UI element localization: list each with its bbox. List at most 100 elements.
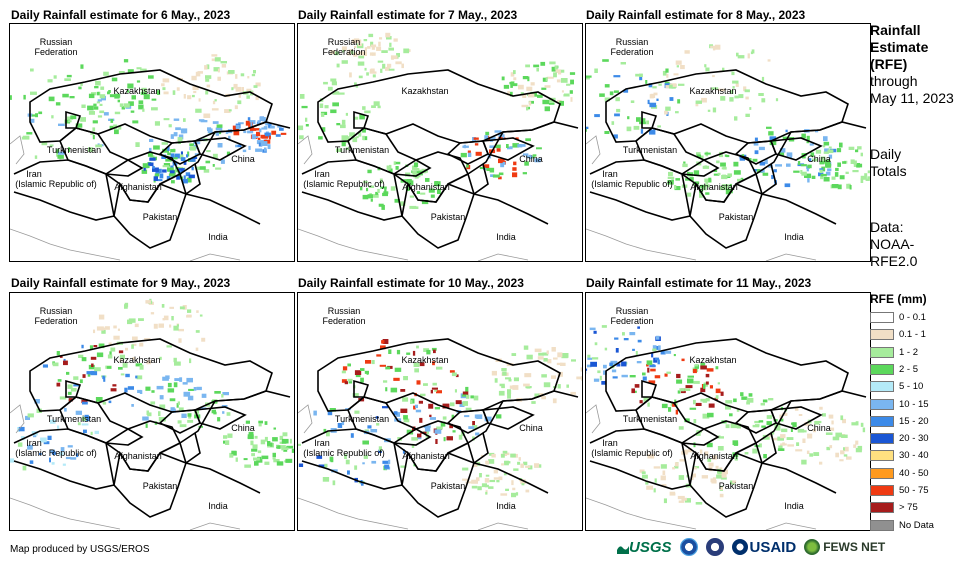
rainfall-cell [370, 41, 374, 47]
rainfall-cell [173, 148, 176, 152]
legend-item: 15 - 20 [870, 415, 929, 428]
rainfall-cell [842, 418, 846, 424]
rainfall-cell [95, 144, 103, 148]
rainfall-cell [146, 360, 151, 365]
rainfall-cell [103, 71, 109, 76]
rainfall-cell [149, 138, 154, 142]
rainfall-cell [93, 103, 97, 107]
rainfall-cell [262, 119, 268, 122]
rainfall-cell [260, 141, 268, 146]
rainfall-cell [364, 110, 371, 114]
rainfall-cell [482, 164, 490, 168]
rainfall-cell [25, 415, 30, 420]
rainfall-cell [506, 144, 509, 148]
rainfall-cell [362, 440, 369, 445]
rainfall-cell [553, 72, 557, 78]
rainfall-cell [63, 358, 66, 361]
rainfall-cell [825, 432, 833, 435]
rainfall-cell [865, 178, 870, 181]
rainfall-cell [653, 92, 658, 96]
rainfall-cell [413, 162, 419, 167]
rainfall-cell [484, 135, 489, 140]
map-label-iran-1: Iran [314, 438, 330, 448]
rainfall-cell [354, 82, 357, 86]
rainfall-cell [860, 422, 864, 427]
rainfall-cell [700, 398, 706, 402]
rainfall-cell [666, 73, 669, 78]
rainfall-cell [721, 473, 727, 478]
rainfall-cell [492, 174, 500, 178]
rainfall-cell [807, 433, 813, 439]
rainfall-cell [679, 459, 686, 462]
rainfall-cell [839, 142, 843, 148]
rainfall-cell [204, 65, 208, 70]
rainfall-cell [313, 410, 317, 416]
rainfall-cell [27, 413, 34, 418]
rainfall-cell [744, 89, 750, 93]
rainfall-cell [298, 463, 304, 467]
rainfall-cell [205, 90, 209, 95]
rainfall-cell [604, 97, 610, 102]
rainfall-cell [39, 453, 42, 455]
rainfall-cell [705, 381, 709, 385]
country-border [761, 462, 837, 494]
rainfall-cell [110, 388, 117, 392]
legend-swatch [870, 329, 894, 341]
rainfall-cell [123, 59, 129, 63]
rainfall-cell [534, 158, 541, 163]
rainfall-cell [716, 474, 722, 479]
rainfall-cell [820, 156, 826, 161]
rainfall-cell [621, 374, 628, 378]
rainfall-cell [148, 75, 154, 79]
rainfall-cell [513, 77, 517, 81]
legend-item: 2 - 5 [870, 363, 918, 376]
rainfall-cell [806, 173, 812, 179]
rainfall-cell [488, 459, 495, 464]
rainfall-cell [411, 437, 419, 441]
rainfall-cell [371, 45, 375, 50]
rainfall-cell [322, 477, 330, 482]
map-label-russia-1: Russian [327, 306, 361, 316]
rainfall-cell [349, 72, 352, 78]
rainfall-cell [712, 75, 715, 78]
rainfall-cell [645, 80, 648, 84]
rainfall-cell [819, 168, 824, 171]
rainfall-cell [81, 423, 89, 426]
rainfall-cell [119, 358, 122, 362]
rainfall-cell [825, 164, 832, 168]
rainfall-cell [652, 348, 657, 352]
rainfall-cell [56, 153, 61, 157]
rainfall-cell [51, 115, 54, 119]
panel-title-may-10: Daily Rainfall estimate for 10 May., 202… [298, 276, 524, 290]
legend-swatch [870, 381, 894, 393]
rainfall-cell [597, 370, 601, 374]
rainfall-cell [380, 345, 386, 350]
rainfall-cell [173, 132, 178, 137]
rainfall-cell [211, 58, 218, 62]
rainfall-cell [203, 113, 211, 118]
rainfall-cell [149, 147, 152, 153]
rainfall-cell [145, 386, 151, 391]
rainfall-cell [30, 91, 37, 95]
rainfall-cell [747, 53, 750, 59]
rainfall-cell [342, 49, 345, 53]
rainfall-cell [764, 159, 768, 165]
rainfall-cell [156, 90, 161, 95]
rainfall-cell [462, 391, 469, 396]
rainfall-cell [590, 361, 597, 367]
rainfall-cell [780, 434, 786, 439]
rainfall-cell [268, 135, 271, 140]
side-line-6: Daily [870, 146, 902, 162]
rainfall-cell [704, 184, 710, 188]
rainfall-cell [525, 64, 530, 68]
rainfall-cell [665, 106, 671, 111]
rainfall-cell [620, 62, 626, 65]
rainfall-cell [371, 460, 377, 464]
rainfall-cell [844, 446, 849, 452]
rainfall-cell [635, 351, 638, 356]
rainfall-cell [139, 342, 144, 347]
rainfall-cell [839, 175, 845, 180]
rainfall-cell [631, 388, 635, 394]
rainfall-cell [807, 178, 810, 183]
rainfall-cell [214, 99, 217, 102]
